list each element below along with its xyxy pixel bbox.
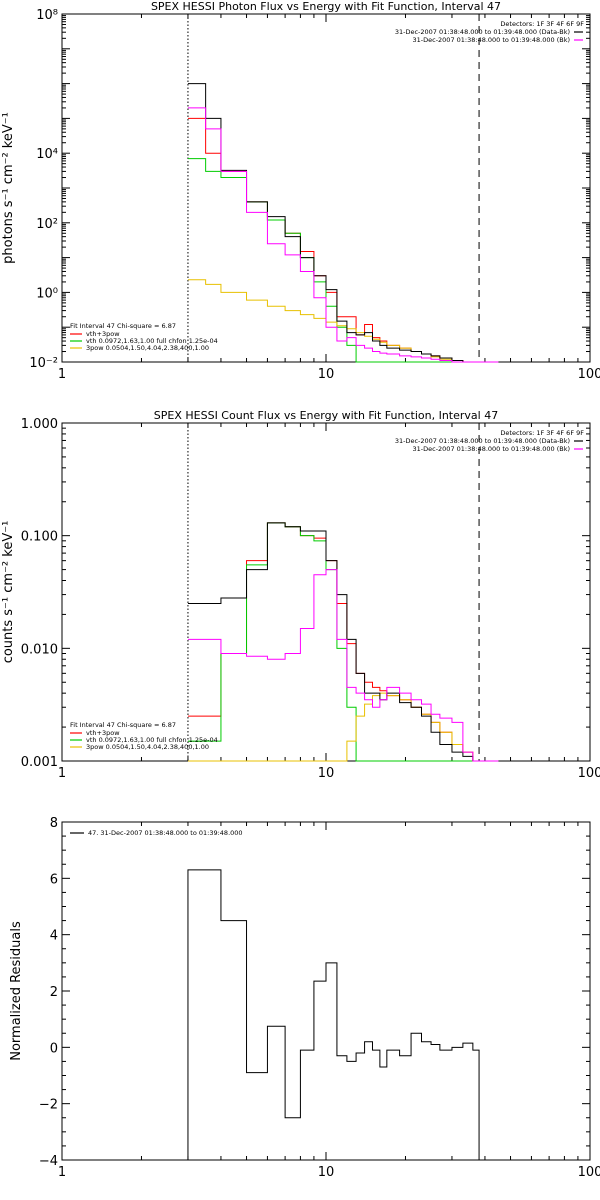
y-tick-label: −4 — [39, 1154, 58, 1169]
chart-panel-2: SPEX HESSI Count Flux vs Energy with Fit… — [1, 409, 600, 781]
time-range-label: 31-Dec-2007 01:38:48.000 to 01:39:48.000… — [395, 28, 570, 36]
plot-frame — [61, 821, 591, 1161]
x-tick-label: 1 — [58, 1165, 66, 1180]
fit-legend-entry: 3pow 0.0504,1.50,4.04,2.38,400,1.00 — [86, 743, 209, 751]
fit-legend-title: Fit Interval 47 Chi-square = 6.87 — [70, 721, 176, 729]
y-tick-label: 8 — [50, 816, 58, 831]
y-tick-label: 1.000 — [21, 417, 58, 432]
x-tick-label: 100 — [578, 367, 600, 382]
detectors-label: Detectors: 1F 3F 4F 6F 9F — [500, 20, 584, 28]
fit-legend-entry: 3pow 0.0504,1.50,4.04,2.38,400,1.00 — [86, 344, 209, 352]
fit-legend-entry: vth 0.0972,1.63,1.00 full chfon 1.25e-04 — [86, 736, 218, 744]
fit-legend-title: Fit Interval 47 Chi-square = 6.87 — [70, 322, 176, 330]
series-line-2 — [187, 158, 499, 363]
chart-title: SPEX HESSI Photon Flux vs Energy with Fi… — [151, 0, 501, 13]
y-tick-label: 6 — [50, 872, 58, 887]
y-tick-label: 0.010 — [21, 642, 58, 657]
y-tick-label: 4 — [50, 929, 58, 944]
series-line-1 — [187, 522, 499, 762]
plot-frame — [61, 422, 591, 762]
residual-legend-label: 47. 31-Dec-2007 01:38:48.000 to 01:39:48… — [88, 829, 243, 837]
y-tick-label: 0.001 — [21, 755, 58, 770]
series-line-4 — [187, 522, 499, 762]
y-axis-label: photons s⁻¹ cm⁻² keV⁻¹ — [1, 112, 16, 264]
fit-legend-entry: vth+3pow — [86, 729, 120, 737]
y-axis-label: counts s⁻¹ cm⁻² keV⁻¹ — [1, 521, 16, 664]
y-tick-label: 0.100 — [21, 530, 58, 545]
y-tick-label: 10⁰ — [36, 286, 58, 301]
y-tick-label: 2 — [50, 985, 58, 1000]
time-range-label: 31-Dec-2007 01:38:48.000 to 01:39:48.000… — [413, 36, 571, 44]
series-line-1 — [187, 869, 480, 1160]
y-tick-label: 10⁸ — [36, 8, 58, 23]
series-line-4 — [187, 83, 499, 363]
chart-panel-1: SPEX HESSI Photon Flux vs Energy with Fi… — [1, 0, 600, 382]
fit-legend-entry: vth 0.0972,1.63,1.00 full chfon 1.25e-04 — [86, 337, 218, 345]
y-tick-label: 10⁴ — [36, 147, 58, 162]
y-tick-label: −2 — [39, 1098, 58, 1113]
series-line-2 — [187, 522, 499, 762]
x-tick-label: 10 — [318, 367, 335, 382]
detectors-label: Detectors: 1F 3F 4F 6F 9F — [500, 429, 584, 437]
x-tick-label: 100 — [578, 766, 600, 781]
y-axis-label: Normalized Residuals — [9, 921, 24, 1061]
x-tick-label: 1 — [58, 367, 66, 382]
x-tick-label: 100 — [578, 1165, 600, 1180]
x-tick-label: 10 — [318, 1165, 335, 1180]
series-line-5 — [187, 569, 499, 762]
time-range-label: 31-Dec-2007 01:38:48.000 to 01:39:48.000… — [413, 445, 571, 453]
x-tick-label: 10 — [318, 766, 335, 781]
series-line-5 — [187, 107, 499, 363]
chart-panel-3: 1 10 100 −4 −2 0 2 4 6 8 Normalized Residuals 47. 3… — [9, 816, 600, 1180]
y-tick-label: 10² — [36, 217, 58, 232]
fit-legend-entry: vth+3pow — [86, 330, 120, 338]
x-tick-label: 1 — [58, 766, 66, 781]
chart-title: SPEX HESSI Count Flux vs Energy with Fit… — [154, 409, 498, 422]
y-tick-label: 0 — [50, 1041, 58, 1056]
time-range-label: 31-Dec-2007 01:38:48.000 to 01:39:48.000… — [395, 437, 570, 445]
y-tick-label: 10⁻² — [29, 356, 58, 371]
